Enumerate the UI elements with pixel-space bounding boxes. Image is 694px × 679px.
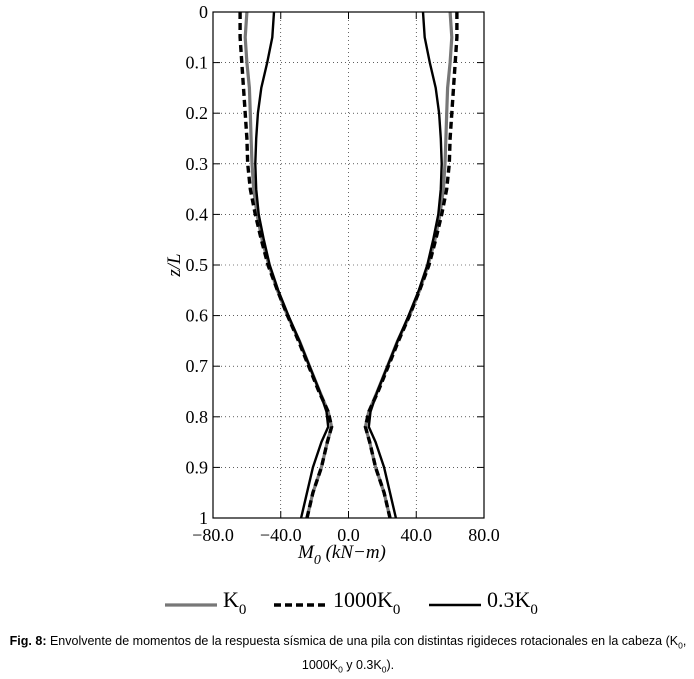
series-curve-right	[363, 12, 459, 519]
legend: K0 1000K0 0.3K0	[165, 587, 538, 618]
series-curve-left	[254, 11, 330, 519]
legend-item-1: 1000K0	[274, 587, 400, 618]
legend-item-2: 0.3K0	[429, 587, 538, 618]
caption-label: Fig. 8:	[9, 634, 47, 648]
caption-sub-1: 0	[678, 640, 683, 651]
legend-item-0: K0	[165, 587, 246, 618]
y-tick-label: 0.8	[186, 407, 209, 427]
x-tick-label: 80.0	[468, 525, 500, 545]
x-axis-label-main: M	[297, 542, 315, 563]
y-tick-label: 0.4	[186, 204, 209, 224]
y-tick-label: 0.1	[186, 53, 209, 73]
legend-label: 1000K0	[333, 587, 400, 618]
x-tick-label: 0.0	[337, 525, 360, 545]
series-curve-right	[367, 11, 443, 519]
x-axis-label: M0 (kN−m)	[297, 542, 386, 568]
y-axis-label: z/L	[164, 253, 185, 277]
x-axis-label-rest: (kN−m)	[321, 542, 386, 563]
moment-envelope-chart: 0 0.1 0.2 0.3 0.4 0.5 0.6 0.7 0.8 0.9 1−80.0 −40.0 0…	[164, 2, 538, 618]
series-curve-right	[363, 11, 454, 519]
x-tick-label: −40.0	[260, 525, 302, 545]
y-tick-label: 0.6	[186, 306, 209, 326]
y-tick-label: 0.2	[186, 103, 209, 123]
caption-text-2: , 1000K	[301, 634, 687, 672]
caption-sub-2: 0	[338, 664, 343, 674]
grid-lines	[213, 12, 484, 518]
figure-caption: Fig. 8: Envolvente de momentos de la res…	[6, 632, 690, 679]
y-tick-label: 0.5	[186, 255, 209, 275]
data-curves	[238, 11, 459, 519]
series-2	[254, 11, 443, 519]
caption-text-4: ).	[386, 657, 395, 672]
series-curve-left	[243, 11, 334, 519]
y-tick-label: 1	[199, 508, 208, 528]
y-tick-label: 0.3	[186, 154, 209, 174]
axis-ticks: 0 0.1 0.2 0.3 0.4 0.5 0.6 0.7 0.8 0.9 1−80.0 −40.0 0…	[186, 2, 500, 545]
y-tick-label: 0.7	[186, 356, 209, 376]
y-axis-label-group: z/L	[164, 253, 185, 277]
caption-text-1: Envolvente de momentos de la respuesta s…	[46, 634, 679, 648]
x-tick-label: 40.0	[401, 525, 433, 545]
x-axis-label-sub: 0	[314, 553, 321, 568]
legend-label: 0.3K0	[487, 587, 538, 618]
y-tick-label: 0	[199, 2, 208, 22]
y-tick-label: 0.9	[186, 457, 209, 477]
legend-label: K0	[223, 587, 246, 618]
caption-text-3: y 0.3K	[342, 657, 382, 672]
caption-sub-3: 0	[381, 664, 387, 674]
x-tick-label: −80.0	[192, 525, 234, 545]
